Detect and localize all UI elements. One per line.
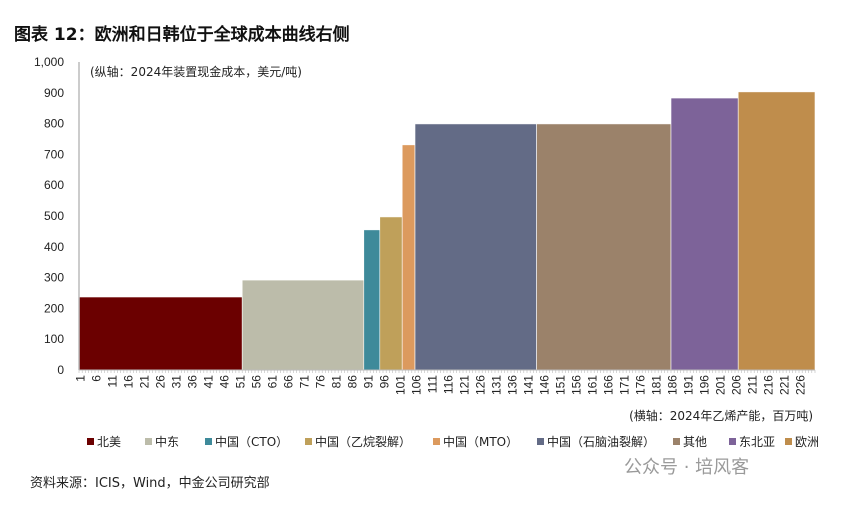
x-tick-label: 141: [522, 375, 536, 395]
legend-label: 欧洲: [795, 435, 819, 449]
x-tick-label: 171: [618, 375, 632, 395]
legend-label: 北美: [97, 435, 121, 449]
watermark: 公众号 · 培风客: [624, 457, 750, 478]
y-tick-label: 300: [44, 271, 64, 285]
legend-label: 中东: [155, 434, 179, 449]
x-tick-label: 186: [666, 375, 680, 395]
y-tick-label: 900: [44, 86, 64, 100]
source-note: 资料来源：ICIS，Wind，中金公司研究部: [30, 476, 270, 491]
x-tick-label: 41: [202, 375, 216, 389]
legend-item: 中国（石脑油裂解）: [537, 434, 655, 449]
x-tick-label: 191: [682, 375, 696, 395]
legend-item: 其他: [673, 435, 707, 449]
legend-item: 中国（CTO）: [205, 434, 288, 449]
x-tick-label: 206: [730, 375, 744, 395]
x-tick-label: 156: [570, 375, 584, 395]
x-tick-label: 146: [538, 375, 552, 395]
legend-swatch: [145, 438, 152, 445]
x-tick-label: 46: [218, 375, 232, 389]
chart-title: 图表 12：欧洲和日韩位于全球成本曲线右侧: [14, 25, 350, 45]
x-tick-label: 36: [186, 375, 200, 389]
legend-swatch: [785, 438, 792, 445]
x-tick-label: 176: [634, 375, 648, 395]
bar-8: [737, 91, 816, 371]
legend-label: 东北亚: [739, 435, 775, 449]
x-tick-label: 226: [794, 375, 808, 395]
x-tick-label: 96: [378, 375, 392, 389]
legend-item: 中东: [145, 434, 179, 449]
bar-1: [241, 279, 365, 371]
legend-swatch: [305, 438, 312, 445]
legend-swatch: [537, 438, 544, 445]
legend-item: 北美: [87, 435, 121, 449]
x-tick-label: 6: [90, 375, 104, 382]
legend-label: 中国（乙烷裂解）: [315, 434, 411, 449]
x-tick-label: 101: [394, 375, 408, 395]
legend-label: 中国（MTO）: [443, 434, 518, 449]
x-tick-label: 51: [234, 375, 248, 389]
legend-swatch: [205, 438, 212, 445]
x-tick-label: 126: [474, 375, 488, 395]
x-tick-label: 106: [410, 375, 424, 395]
legend-label: 中国（石脑油裂解）: [547, 434, 655, 449]
x-tick-label: 131: [490, 375, 504, 395]
x-tick-label: 91: [362, 375, 376, 389]
y-tick-label: 0: [57, 363, 64, 377]
x-tick-label: 21: [138, 375, 152, 389]
x-tick-label: 81: [330, 375, 344, 389]
x-tick-label: 86: [346, 375, 360, 389]
x-tick-label: 166: [602, 375, 616, 395]
x-tick-label: 16: [122, 375, 136, 389]
x-tick-label: 196: [698, 375, 712, 395]
x-tick-label: 61: [266, 375, 280, 389]
y-tick-label: 700: [44, 147, 64, 161]
y-tick-label: 800: [44, 117, 64, 131]
legend-label: 中国（CTO）: [215, 434, 288, 449]
x-tick-label: 216: [762, 375, 776, 395]
x-tick-label: 1: [74, 375, 88, 382]
x-tick-label: 26: [154, 375, 168, 389]
legend-swatch: [87, 438, 94, 445]
bar-2: [363, 229, 381, 371]
x-tick-label: 71: [298, 375, 312, 389]
x-tick-label: 56: [250, 375, 264, 389]
x-tick-label: 31: [170, 375, 184, 389]
legend-item: 中国（乙烷裂解）: [305, 434, 411, 449]
x-tick-label: 76: [314, 375, 328, 389]
bar-7: [670, 97, 739, 371]
y-tick-label: 100: [44, 332, 64, 346]
x-axis-label: (横轴：2024年乙烯产能，百万吨): [629, 408, 813, 423]
x-tick-label: 121: [458, 375, 472, 395]
legend-item: 东北亚: [729, 435, 775, 449]
x-tick-label: 11: [106, 375, 120, 388]
x-tick-label: 111: [426, 375, 440, 394]
y-tick-label: 1,000: [34, 55, 64, 69]
x-tick-label: 136: [506, 375, 520, 395]
x-tick-label: 66: [282, 375, 296, 389]
x-tick-label: 116: [442, 375, 456, 394]
y-axis-label: (纵轴：2024年装置现金成本，美元/吨): [90, 64, 302, 79]
x-tick-label: 181: [650, 375, 664, 395]
y-tick-label: 400: [44, 240, 64, 254]
legend-item: 欧洲: [785, 435, 819, 449]
legend-swatch: [673, 438, 680, 445]
y-tick-label: 600: [44, 178, 64, 192]
x-tick-label: 211: [746, 375, 760, 394]
y-tick-label: 500: [44, 209, 64, 223]
legend-item: 中国（MTO）: [433, 434, 518, 449]
bar-6: [536, 123, 672, 371]
y-tick-label: 200: [44, 301, 64, 315]
legend-swatch: [433, 438, 440, 445]
bar-3: [379, 216, 403, 371]
x-tick-label: 201: [714, 375, 728, 395]
x-tick-label: 161: [586, 375, 600, 395]
legend-swatch: [729, 438, 736, 445]
legend-label: 其他: [683, 435, 707, 449]
x-tick-label: 221: [778, 375, 792, 395]
bar-4: [401, 144, 416, 371]
bar-5: [414, 123, 537, 371]
x-tick-label: 151: [554, 375, 568, 395]
bar-0: [78, 296, 243, 371]
